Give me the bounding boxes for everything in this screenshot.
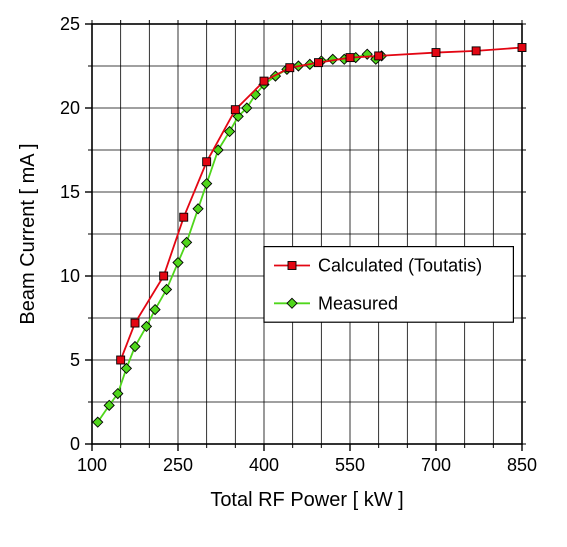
y-tick-label: 20 <box>60 98 80 118</box>
marker-square <box>260 77 268 85</box>
x-axis-label: Total RF Power [ kW ] <box>210 489 403 511</box>
marker-square <box>117 356 125 364</box>
marker-square <box>375 52 383 60</box>
marker-square <box>286 64 294 72</box>
legend-marker-square <box>288 262 296 270</box>
x-tick-label: 250 <box>163 455 193 475</box>
y-tick-label: 5 <box>70 350 80 370</box>
y-tick-label: 0 <box>70 434 80 454</box>
x-tick-label: 850 <box>507 455 537 475</box>
y-axis-label: Beam Current [ mA ] <box>17 143 39 324</box>
x-tick-label: 100 <box>77 455 107 475</box>
marker-square <box>231 106 239 114</box>
marker-square <box>203 158 211 166</box>
chart-container: 100 250 400 550 700 850 0 5 10 15 20 25 Total RF Pow… <box>0 0 567 547</box>
y-tick-label: 10 <box>60 266 80 286</box>
x-tick-label: 700 <box>421 455 451 475</box>
marker-square <box>432 49 440 57</box>
marker-square <box>160 272 168 280</box>
marker-square <box>131 319 139 327</box>
legend: Calculated (Toutatis) Measured <box>264 247 513 323</box>
marker-square <box>180 213 188 221</box>
marker-square <box>314 59 322 67</box>
x-tick-label: 550 <box>335 455 365 475</box>
chart-svg: 100 250 400 550 700 850 0 5 10 15 20 25 Total RF Pow… <box>0 0 567 547</box>
marker-square <box>518 44 526 52</box>
legend-label-measured: Measured <box>318 293 398 313</box>
legend-label-calculated: Calculated (Toutatis) <box>318 256 482 276</box>
marker-square <box>472 47 480 55</box>
y-tick-label: 15 <box>60 182 80 202</box>
x-tick-label: 400 <box>249 455 279 475</box>
marker-square <box>346 54 354 62</box>
y-tick-label: 25 <box>60 14 80 34</box>
